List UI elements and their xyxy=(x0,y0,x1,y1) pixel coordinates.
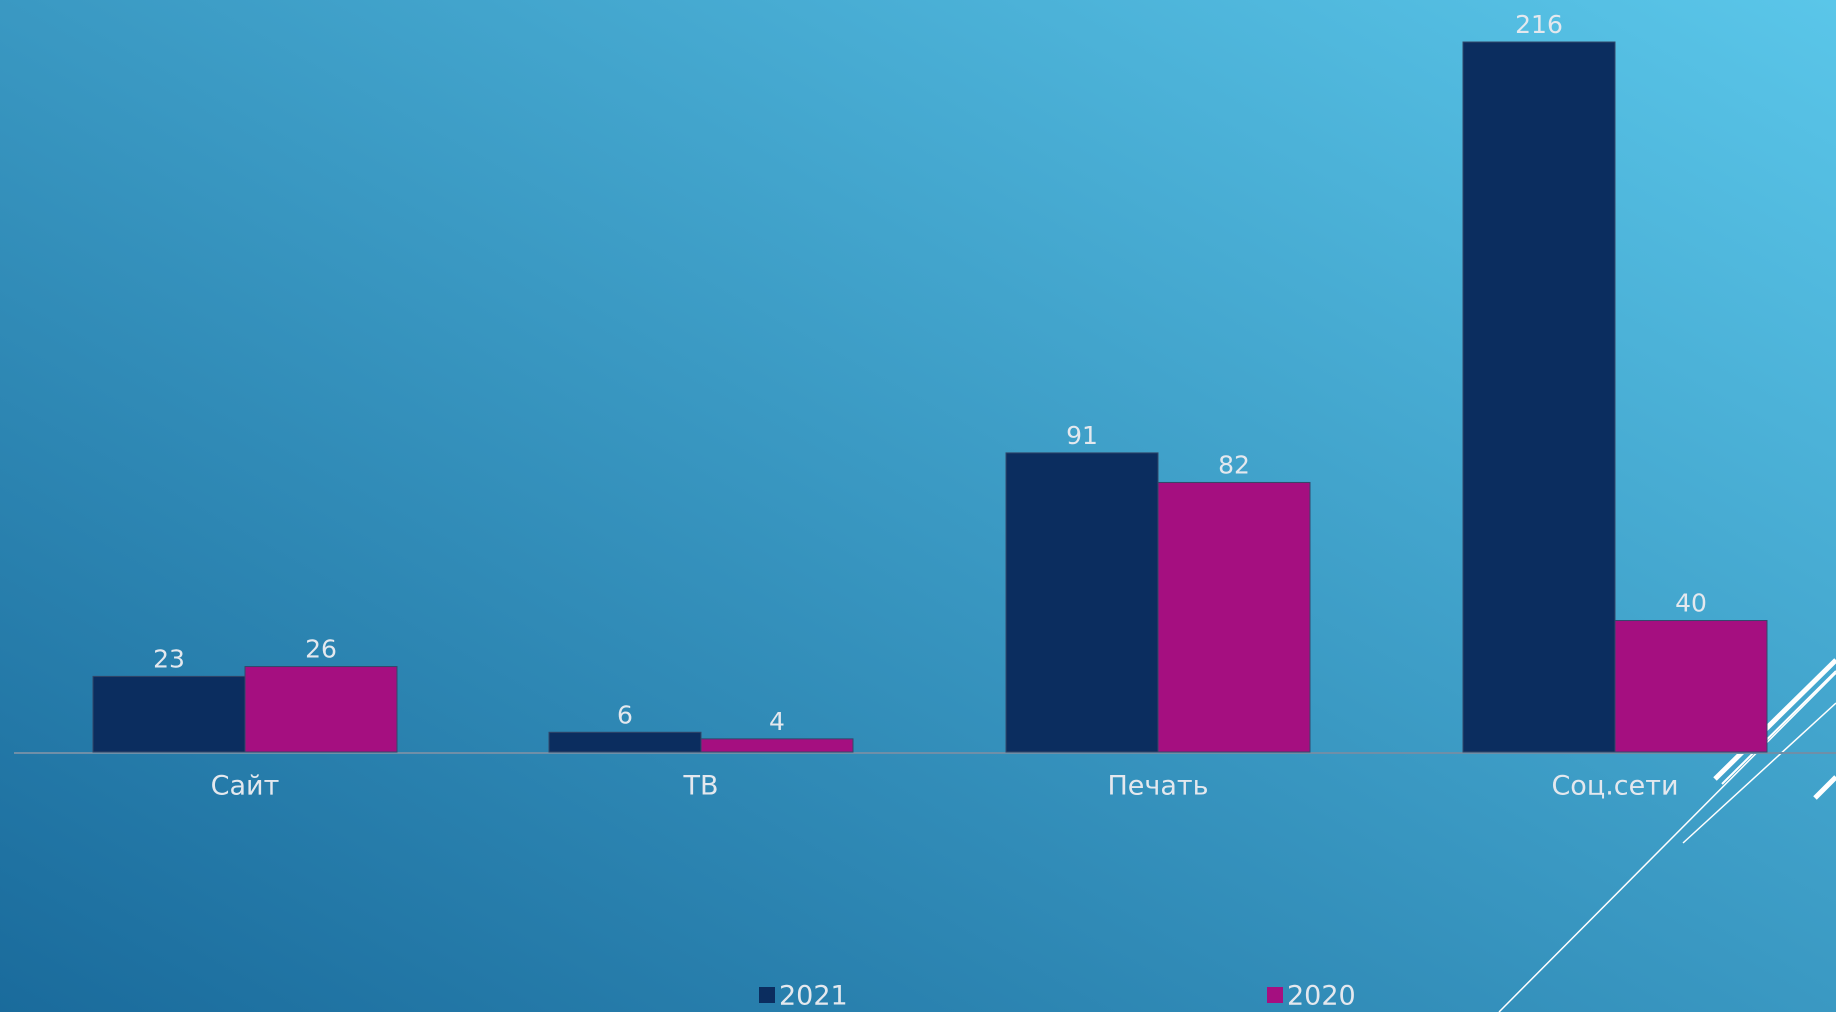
bar xyxy=(92,675,246,753)
bar xyxy=(1005,452,1159,753)
x-tick-label: ТВ xyxy=(682,771,718,802)
x-tick-label: Печать xyxy=(1107,771,1208,802)
value-label: 40 xyxy=(1675,589,1707,618)
bar xyxy=(1614,620,1768,753)
bar xyxy=(700,738,854,753)
value-label: 26 xyxy=(305,635,337,664)
legend-swatch xyxy=(1267,987,1283,1003)
value-label: 82 xyxy=(1218,450,1250,479)
value-label: 6 xyxy=(617,700,633,729)
legend-label: 2021 xyxy=(779,981,848,1012)
bar xyxy=(1157,481,1311,753)
x-tick-label: Сайт xyxy=(211,771,280,802)
value-label: 23 xyxy=(153,644,185,673)
bar xyxy=(548,731,702,753)
bar xyxy=(244,666,398,753)
bar xyxy=(1462,41,1616,753)
legend-swatch xyxy=(759,987,775,1003)
legend-label: 2020 xyxy=(1287,981,1356,1012)
decoration xyxy=(1498,658,1836,1012)
value-label: 91 xyxy=(1066,421,1098,450)
value-label: 4 xyxy=(769,707,785,736)
x-tick-label: Соц.сети xyxy=(1551,771,1678,802)
value-label: 216 xyxy=(1515,10,1563,39)
